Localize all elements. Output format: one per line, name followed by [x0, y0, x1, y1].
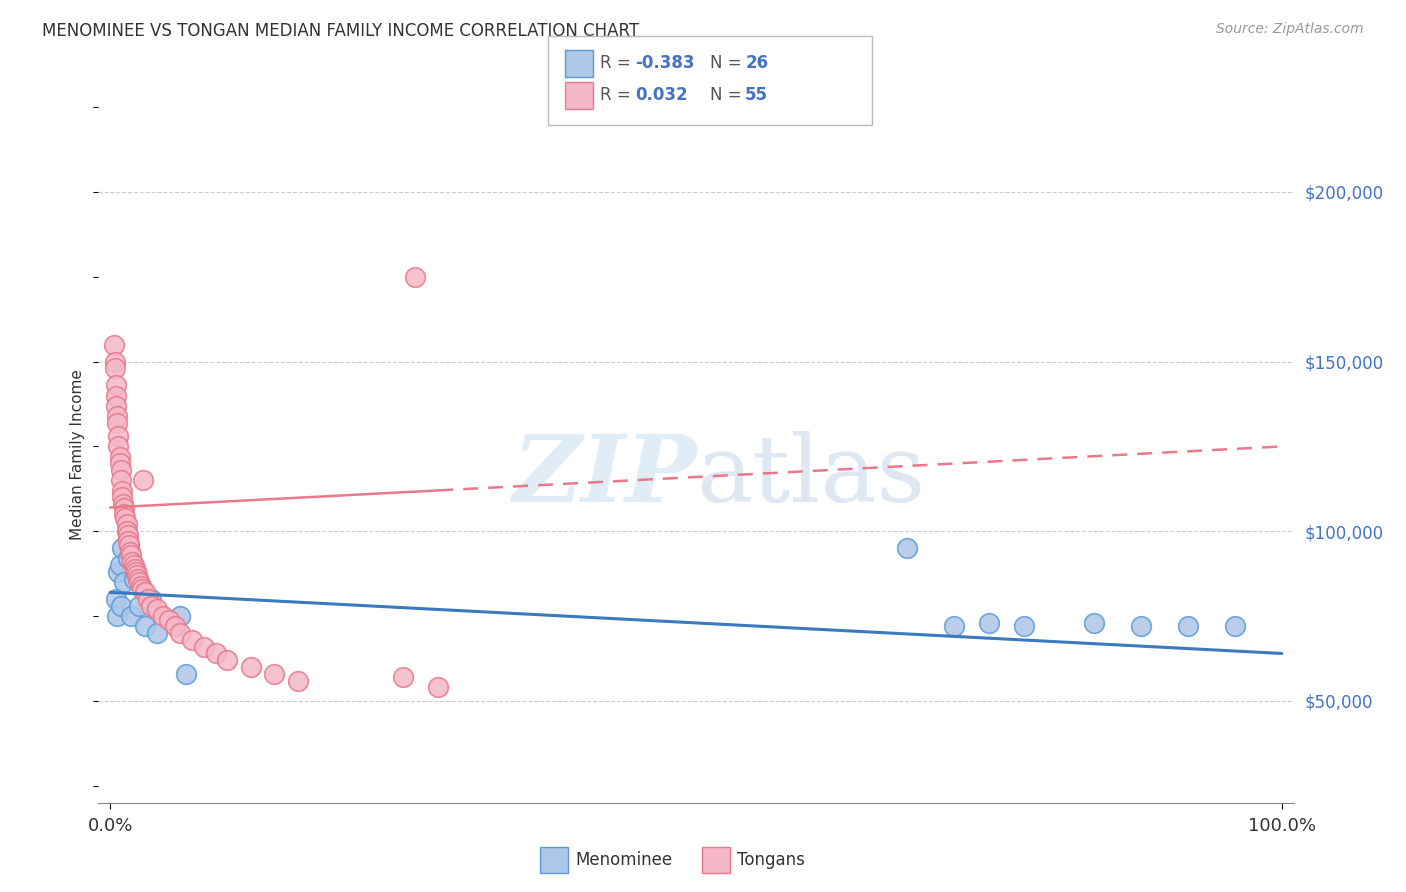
Point — [120, 548, 142, 562]
Text: R =: R = — [600, 87, 641, 104]
Point — [105, 609, 128, 624]
Point — [110, 474, 132, 488]
Point — [121, 555, 143, 569]
Point — [124, 561, 146, 575]
Point — [127, 572, 149, 586]
Point — [122, 558, 145, 573]
Point — [112, 497, 135, 511]
Point — [169, 609, 191, 624]
Point — [1083, 615, 1105, 630]
Point — [120, 544, 142, 558]
Point — [117, 551, 139, 566]
Point — [107, 429, 129, 443]
Text: 0.032: 0.032 — [636, 87, 688, 104]
Point — [157, 613, 180, 627]
Point — [146, 626, 169, 640]
Point — [174, 666, 197, 681]
Point — [105, 378, 128, 392]
Point — [117, 527, 139, 541]
Point — [108, 457, 131, 471]
Point — [104, 361, 127, 376]
Point — [1012, 619, 1035, 633]
Point — [112, 508, 135, 522]
Point — [111, 541, 134, 556]
Point — [111, 491, 134, 505]
Text: Tongans: Tongans — [737, 851, 804, 869]
Point — [110, 463, 132, 477]
Text: 55: 55 — [745, 87, 768, 104]
Point — [122, 572, 145, 586]
Point — [104, 354, 127, 368]
Point — [163, 619, 186, 633]
Point — [263, 666, 285, 681]
Point — [110, 599, 132, 613]
Point — [204, 647, 226, 661]
Point — [105, 592, 128, 607]
Point — [107, 565, 129, 579]
Point — [108, 558, 131, 573]
Point — [132, 474, 155, 488]
Point — [217, 653, 239, 667]
Point — [112, 575, 135, 590]
Point — [112, 500, 135, 515]
Text: Source: ZipAtlas.com: Source: ZipAtlas.com — [1216, 22, 1364, 37]
Text: N =: N = — [710, 54, 747, 72]
Point — [392, 670, 415, 684]
Point — [152, 609, 174, 624]
Point — [117, 534, 139, 549]
Point — [141, 592, 163, 607]
Point — [146, 602, 169, 616]
Point — [942, 619, 965, 633]
Text: 26: 26 — [745, 54, 768, 72]
Point — [128, 575, 150, 590]
Point — [404, 269, 426, 284]
Text: MENOMINEE VS TONGAN MEDIAN FAMILY INCOME CORRELATION CHART: MENOMINEE VS TONGAN MEDIAN FAMILY INCOME… — [42, 22, 640, 40]
Text: Menominee: Menominee — [575, 851, 672, 869]
Point — [118, 538, 141, 552]
Text: R =: R = — [600, 54, 637, 72]
Point — [105, 399, 128, 413]
Text: N =: N = — [710, 87, 747, 104]
Point — [141, 599, 163, 613]
Text: ZIP: ZIP — [512, 431, 696, 521]
Point — [103, 337, 125, 351]
Point — [107, 439, 129, 453]
Point — [181, 632, 204, 647]
Point — [125, 565, 148, 579]
Point — [193, 640, 215, 654]
Point — [118, 538, 141, 552]
Point — [1223, 619, 1246, 633]
Point — [108, 450, 131, 464]
Point — [896, 541, 918, 556]
Point — [287, 673, 309, 688]
Point — [169, 626, 191, 640]
Point — [1130, 619, 1153, 633]
Text: atlas: atlas — [696, 431, 925, 521]
Point — [1177, 619, 1199, 633]
Y-axis label: Median Family Income: Median Family Income — [70, 369, 86, 541]
Point — [105, 388, 128, 402]
Point — [131, 582, 153, 596]
Point — [115, 517, 138, 532]
Point — [427, 681, 450, 695]
Point — [105, 416, 128, 430]
Point — [134, 619, 156, 633]
Point — [136, 592, 159, 607]
Point — [134, 585, 156, 599]
Point — [114, 510, 136, 524]
Point — [125, 565, 148, 579]
Point — [239, 660, 262, 674]
Point — [120, 609, 142, 624]
Point — [115, 524, 138, 539]
Point — [128, 599, 150, 613]
Point — [129, 578, 152, 592]
Point — [105, 409, 128, 423]
Point — [977, 615, 1000, 630]
Point — [111, 483, 134, 498]
Text: -0.383: -0.383 — [636, 54, 695, 72]
Point — [127, 568, 149, 582]
